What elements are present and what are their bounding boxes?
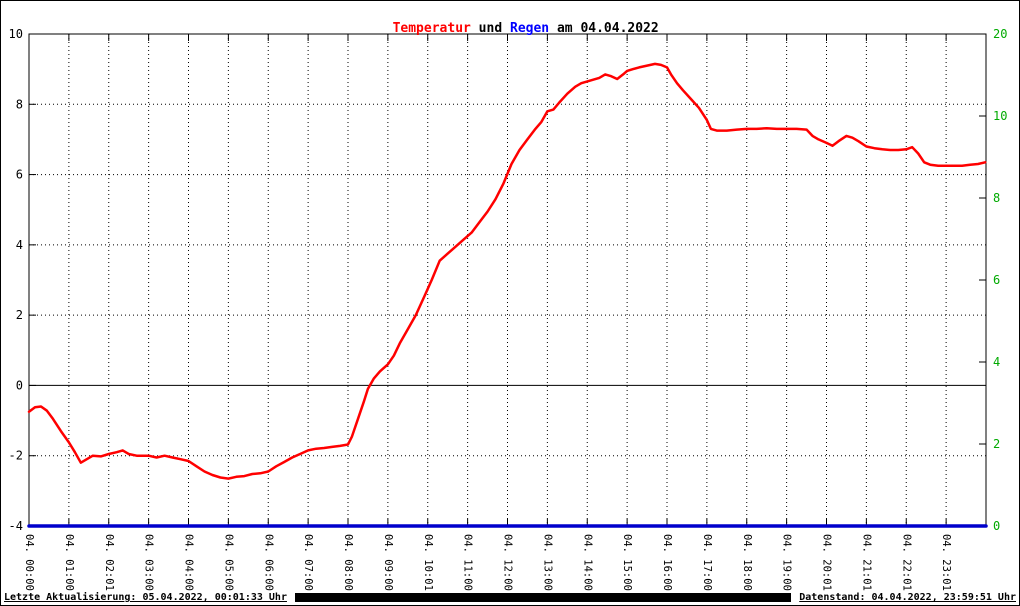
footer-datestamp-text: Datenstand: 04.04.2022, 23:59:51 Uhr bbox=[799, 592, 1016, 603]
y-left-tick-label: -4 bbox=[9, 519, 23, 533]
y-left-tick-label: 10 bbox=[9, 27, 23, 41]
title-und: und bbox=[470, 21, 510, 36]
y-right-tick-label: 20 bbox=[993, 27, 1007, 41]
x-tick-label: 04. 22:01 bbox=[900, 534, 912, 591]
y-right-tick-label: 6 bbox=[993, 273, 1000, 287]
x-tick-label: 04. 14:00 bbox=[581, 534, 593, 591]
y-right-tick-label: 8 bbox=[993, 191, 1000, 205]
y-left-tick-label: 0 bbox=[16, 378, 23, 392]
title-regen: Regen bbox=[510, 21, 550, 36]
temperature-line bbox=[27, 62, 987, 480]
x-tick-label: 04. 19:00 bbox=[781, 534, 793, 591]
x-tick-label: 04. 18:00 bbox=[741, 534, 753, 591]
x-tick-label: 04. 10:01 bbox=[422, 534, 434, 591]
y-left-tick-label: -2 bbox=[9, 449, 23, 463]
y-right-tick-label: 10 bbox=[993, 109, 1007, 123]
title-temperatur: Temperatur bbox=[392, 21, 471, 36]
y-left-tick-label: 8 bbox=[16, 97, 23, 111]
x-tick-label: 04. 04:00 bbox=[183, 534, 195, 591]
footer-separator-bar bbox=[294, 593, 792, 602]
title-date: am 04.04.2022 bbox=[549, 21, 659, 36]
x-tick-label: 04. 00:00 bbox=[23, 534, 35, 591]
x-tick-label: 04. 02:01 bbox=[103, 534, 115, 591]
y-left-tick-label: 4 bbox=[16, 238, 23, 252]
x-tick-label: 04. 11:00 bbox=[462, 534, 474, 591]
y-left-tick-label: 2 bbox=[16, 308, 23, 322]
x-tick-label: 04. 16:00 bbox=[661, 534, 673, 591]
x-tick-label: 04. 01:00 bbox=[63, 534, 75, 591]
footer-last-update-text: Letzte Aktualisierung: 05.04.2022, 00:01… bbox=[4, 592, 287, 603]
x-tick-label: 04. 13:00 bbox=[541, 534, 553, 591]
x-tick-label: 04. 20:01 bbox=[821, 534, 833, 591]
x-tick-label: 04. 21:01 bbox=[860, 534, 872, 591]
x-tick-label: 04. 09:00 bbox=[382, 534, 394, 591]
x-tick-label: 04. 23:01 bbox=[940, 534, 952, 591]
y-right-tick-label: 0 bbox=[993, 519, 1000, 533]
x-tick-label: 04. 07:00 bbox=[302, 534, 314, 591]
chart-title: Temperatur und Regen am 04.04.2022 bbox=[1, 6, 1019, 51]
chart-canvas: -4 -2 0 2 4 6 8 10 0 2 4 6 8 10 20 04. 00:00 04. 01:00 04… bbox=[9, 27, 1008, 591]
x-tick-label: 04. 05:00 bbox=[222, 534, 234, 591]
x-tick-label: 04. 06:00 bbox=[262, 534, 274, 591]
plot-border bbox=[28, 33, 987, 527]
x-tick-label: 04. 03:00 bbox=[143, 534, 155, 591]
footer: Letzte Aktualisierung: 05.04.2022, 00:01… bbox=[4, 591, 1016, 604]
x-tick-label: 04. 12:00 bbox=[502, 534, 514, 591]
y-right-tick-label: 4 bbox=[993, 355, 1000, 369]
x-tick-label: 04. 17:00 bbox=[701, 534, 713, 591]
x-tick-label: 04. 08:00 bbox=[342, 534, 354, 591]
x-tick-label: 04. 15:00 bbox=[621, 534, 633, 591]
y-left-tick-label: 6 bbox=[16, 168, 23, 182]
y-right-tick-label: 2 bbox=[993, 437, 1000, 451]
